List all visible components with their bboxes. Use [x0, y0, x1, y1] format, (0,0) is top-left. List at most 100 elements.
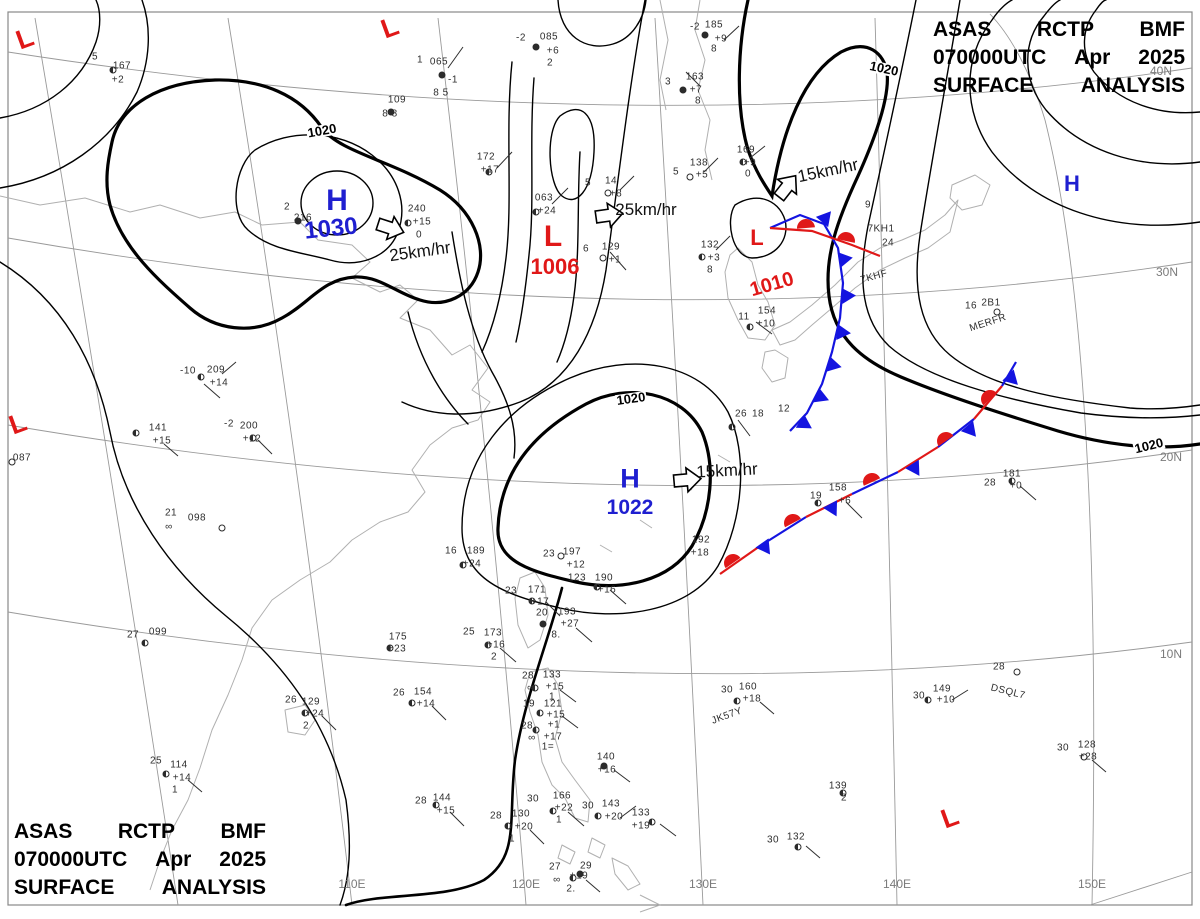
cold-front-symbol	[822, 500, 838, 517]
cold-front-symbol	[815, 211, 831, 228]
warm-front-line	[769, 226, 881, 258]
wind-barb	[951, 689, 969, 701]
stationary-front-segment	[851, 471, 899, 495]
wind-barb	[496, 151, 513, 169]
title-agency: BMF	[1139, 18, 1186, 41]
wind-barb	[609, 589, 627, 605]
cold-front-symbol	[841, 288, 856, 304]
wind-barb	[575, 627, 593, 643]
wind-barb	[737, 419, 751, 437]
coastlines	[0, 0, 991, 913]
title-office: RCTP	[117, 820, 176, 843]
wind-barb	[703, 157, 719, 173]
title-type-2: ANALYSIS	[1080, 74, 1185, 97]
title-time: 070000UTC	[933, 46, 1047, 69]
wind-barb	[257, 439, 273, 455]
title-agency: BMF	[220, 820, 267, 843]
movement-arrow-icon	[672, 466, 703, 494]
movement-arrow-icon	[594, 201, 624, 229]
wind-barb	[529, 829, 545, 845]
cold-front-symbol	[813, 387, 829, 403]
title-year: 2025	[1138, 46, 1185, 69]
wind-barb	[551, 187, 569, 205]
title-month: Apr	[155, 848, 192, 871]
wind-barb	[585, 879, 601, 893]
wind-barb	[1091, 759, 1107, 773]
wind-barb	[1019, 485, 1037, 501]
title-line-3: SURFACE ANALYSIS	[14, 874, 266, 901]
map-border	[7, 11, 1193, 906]
title-product: ASAS	[14, 820, 73, 843]
cold-front-symbol	[826, 356, 842, 372]
title-month: Apr	[1074, 46, 1111, 69]
title-line-3: SURFACE ANALYSIS	[933, 72, 1185, 99]
title-line-2: 070000UTC Apr 2025	[933, 44, 1185, 71]
wind-barb	[187, 779, 203, 793]
title-line-2: 070000UTC Apr 2025	[14, 846, 266, 873]
wind-barb	[163, 443, 179, 457]
title-line-1: ASAS RCTP BMF	[933, 16, 1185, 43]
stationary-front-segment	[719, 545, 761, 575]
warm-front-symbol	[937, 432, 954, 447]
wind-barb	[449, 811, 465, 827]
wind-barb	[559, 689, 577, 703]
wind-barb	[203, 383, 221, 399]
wind-barb	[567, 811, 585, 827]
cold-front-symbol	[837, 252, 853, 268]
stationary-front-segment	[973, 385, 1003, 420]
wind-barb	[609, 251, 627, 271]
movement-arrow-icon	[375, 214, 405, 241]
warm-front-symbol	[981, 390, 997, 406]
cold-front-symbol	[960, 420, 976, 437]
title-line-1: ASAS RCTP BMF	[14, 818, 266, 845]
title-type-1: SURFACE	[933, 74, 1034, 97]
title-type-1: SURFACE	[14, 876, 115, 899]
wind-barb	[845, 501, 863, 519]
wind-barb	[613, 769, 631, 783]
wind-barb	[715, 235, 731, 251]
cold-front-symbol	[905, 459, 920, 476]
wind-barb	[659, 823, 677, 837]
title-product: ASAS	[933, 18, 992, 41]
wind-barb	[619, 175, 635, 191]
wind-barb	[723, 25, 740, 41]
wind-barb	[619, 805, 637, 819]
graticule-grid	[7, 13, 1193, 906]
title-block-bottom-left: ASAS RCTP BMF 070000UTC Apr 2025 SURFACE…	[14, 818, 266, 901]
title-office: RCTP	[1036, 18, 1095, 41]
title-time: 070000UTC	[14, 848, 128, 871]
wind-barb	[545, 601, 561, 617]
warm-front-symbol	[797, 219, 815, 229]
wind-barb	[561, 715, 579, 729]
warm-front-symbol	[837, 232, 855, 243]
cold-front-line	[769, 213, 845, 432]
wind-barb	[431, 705, 447, 721]
wind-barbs-layer	[163, 25, 1107, 893]
wind-barb	[805, 845, 821, 859]
fronts-layer	[719, 211, 1018, 575]
wind-barb	[499, 647, 517, 663]
wind-barb	[321, 715, 337, 731]
cold-front-symbol	[755, 538, 771, 555]
title-block-top-right: ASAS RCTP BMF 070000UTC Apr 2025 SURFACE…	[933, 16, 1185, 99]
cold-front-symbol	[1002, 369, 1018, 385]
warm-front-symbol	[724, 554, 741, 569]
wind-barb	[685, 71, 701, 87]
wind-barb	[755, 321, 773, 335]
wind-barb	[749, 145, 766, 159]
movement-arrows-layer	[375, 174, 798, 494]
wind-barb	[221, 361, 237, 375]
stationary-front-segment	[897, 446, 939, 473]
title-year: 2025	[219, 848, 266, 871]
cold-front-symbol	[795, 414, 812, 429]
wind-barb	[759, 701, 775, 715]
wind-barb	[447, 46, 464, 69]
warm-front-symbol	[863, 473, 881, 486]
title-type-2: ANALYSIS	[161, 876, 266, 899]
cold-front-symbol	[836, 324, 851, 340]
movement-arrow-icon	[773, 174, 798, 202]
warm-front-symbol	[784, 514, 801, 528]
